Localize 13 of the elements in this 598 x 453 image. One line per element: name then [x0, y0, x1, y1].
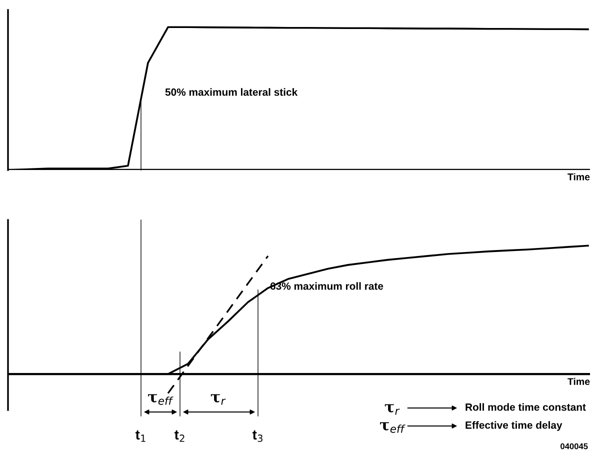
text: 040045	[560, 443, 588, 450]
text: t$_{2}$	[174, 430, 184, 442]
text: τ$_{r}$	[210, 394, 226, 405]
text: t$_{1}$	[135, 430, 146, 442]
text: τ$_{eff}$	[148, 394, 174, 405]
text: t$_{3}$	[252, 430, 262, 442]
annotation: 50% maximum lateral stick	[165, 88, 298, 96]
text: Roll mode time constant	[466, 403, 586, 411]
x-axis-title: Time	[568, 173, 590, 180]
x-axis-title: Time	[568, 378, 590, 385]
text: Effective time delay	[466, 421, 562, 431]
text: τ$_{r}$	[384, 404, 400, 415]
text: τ$_{eff}$	[380, 422, 406, 433]
